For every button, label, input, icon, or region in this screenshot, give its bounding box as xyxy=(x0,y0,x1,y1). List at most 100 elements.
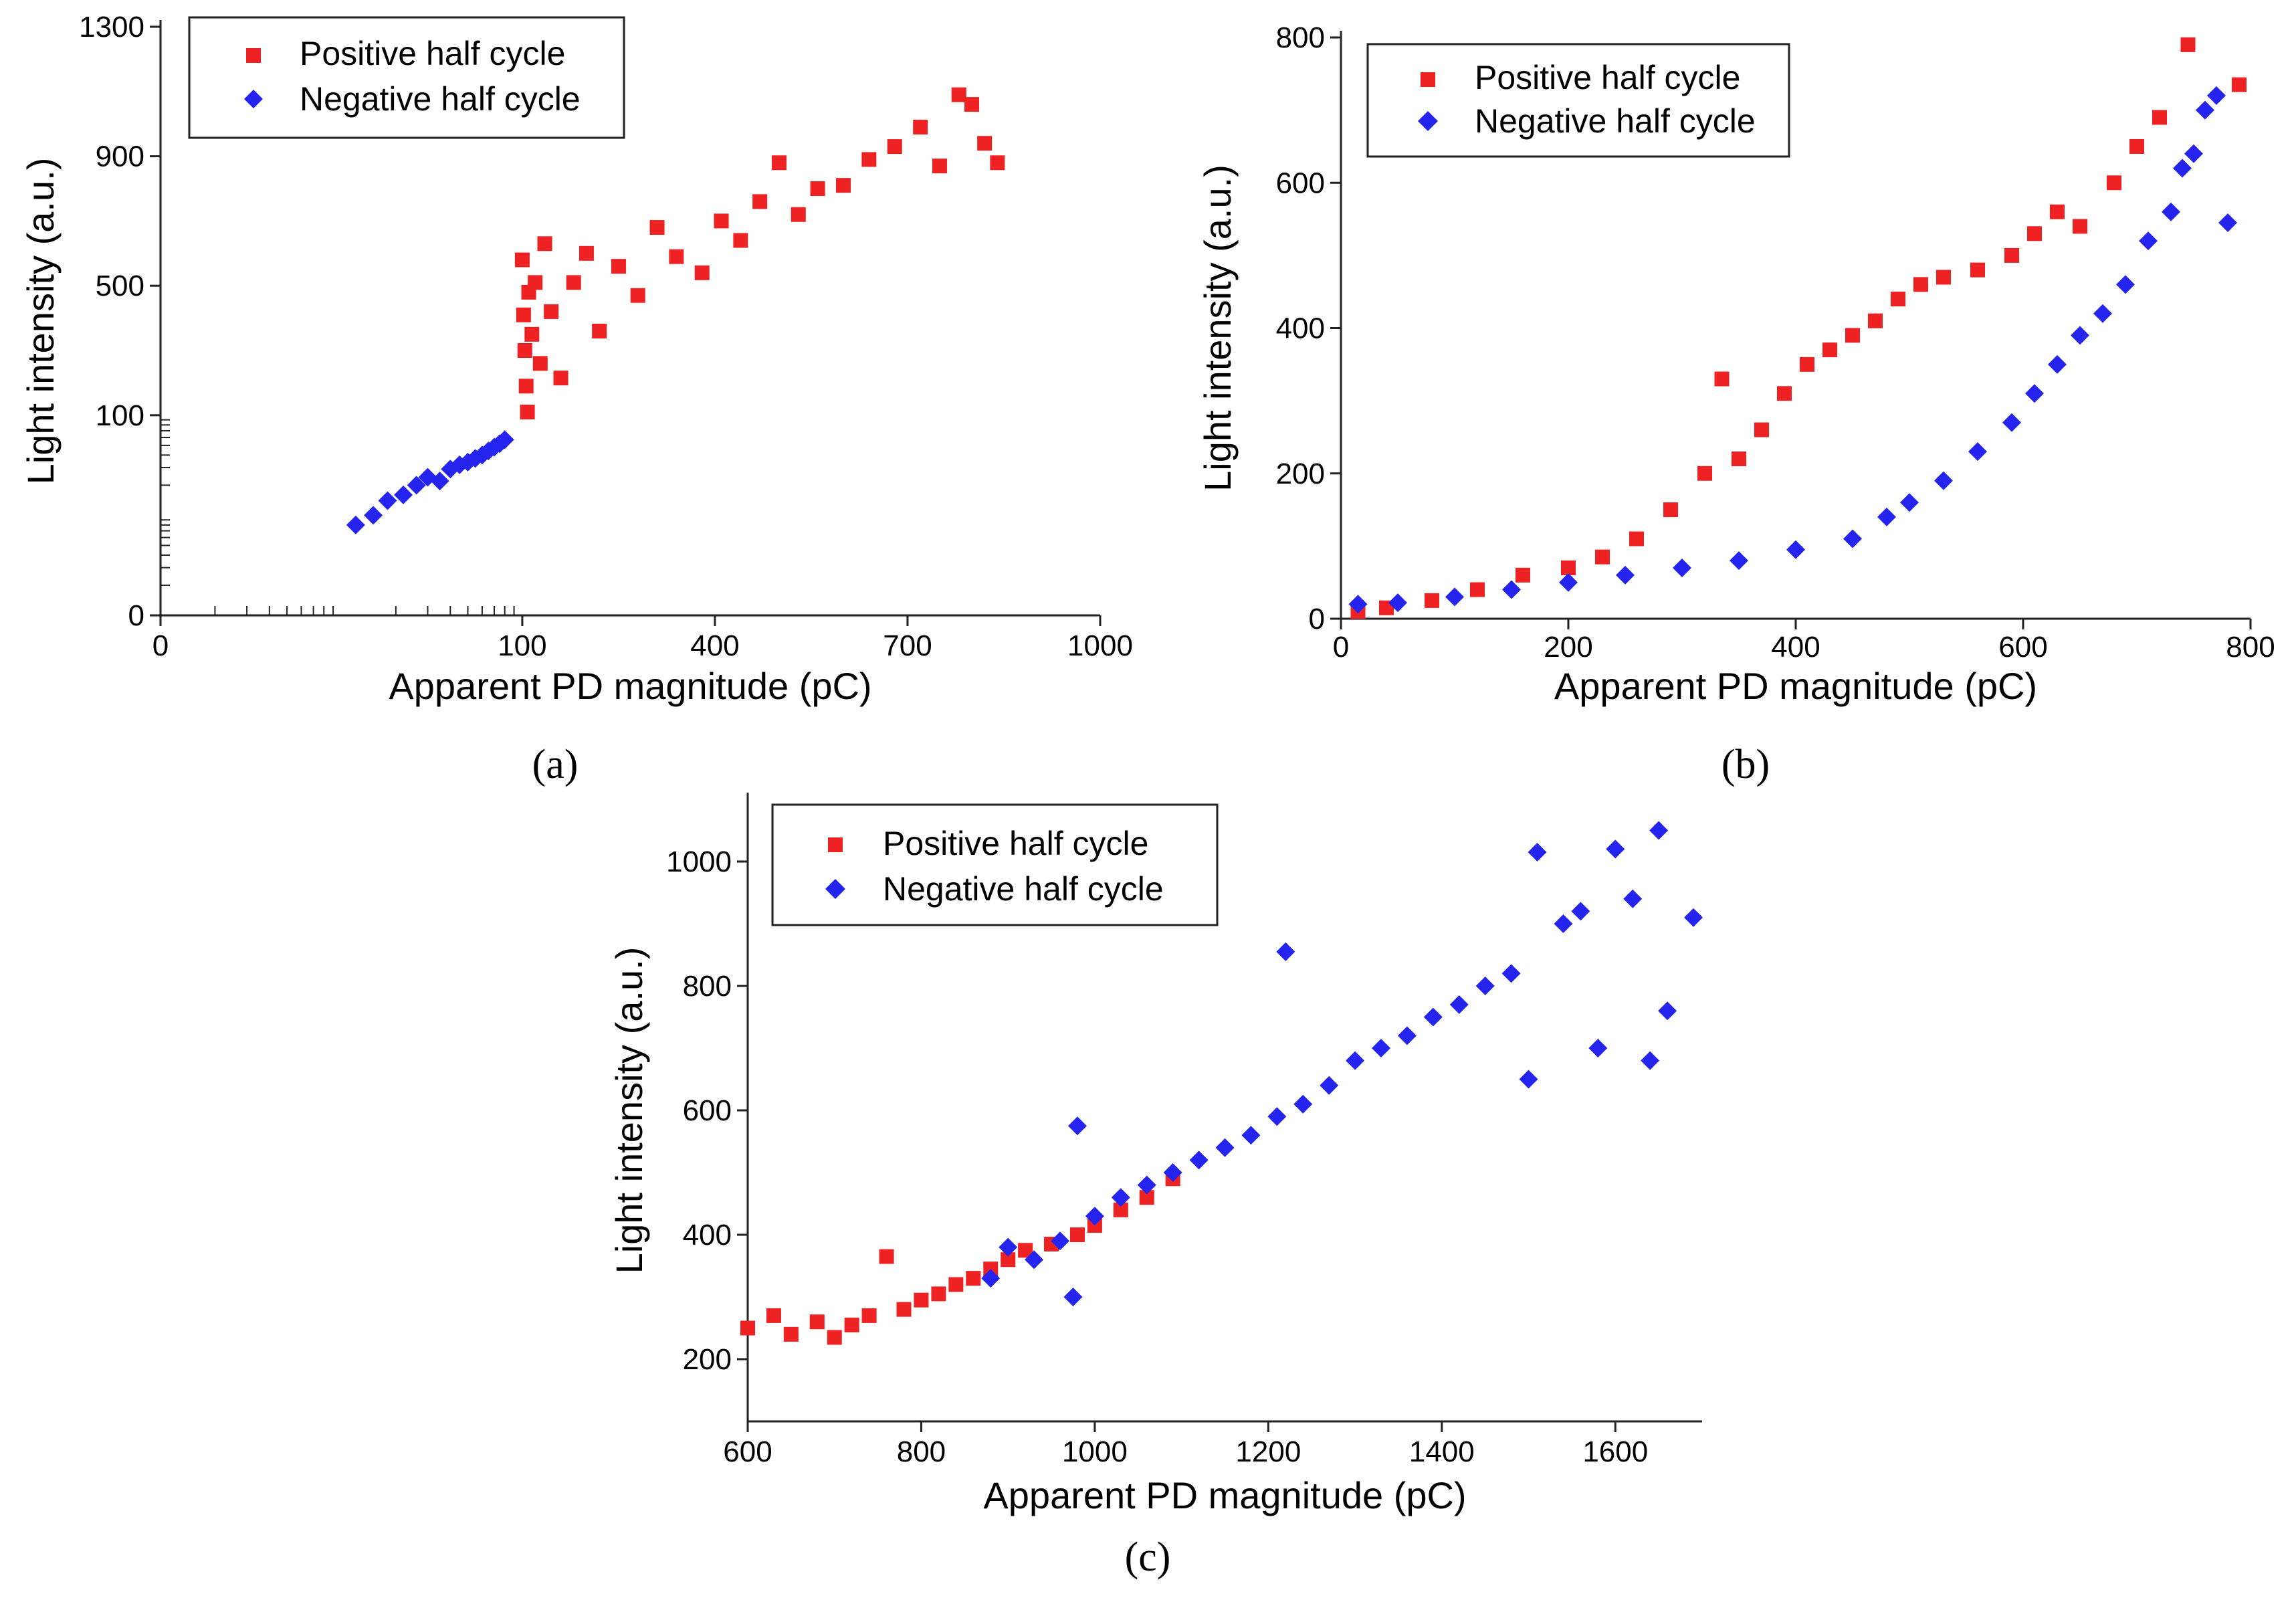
series-a-1 xyxy=(346,430,514,534)
point-c-1-10 xyxy=(1189,1150,1209,1170)
point-a-0-19 xyxy=(694,265,710,280)
point-c-1-12 xyxy=(1241,1126,1261,1145)
point-c-1-5 xyxy=(1067,1116,1087,1136)
point-c-1-4 xyxy=(1063,1288,1083,1306)
point-b-1-13 xyxy=(1968,442,1987,462)
legend-positive-label-b: Positive half cycle xyxy=(1475,59,1740,96)
point-c-0-11 xyxy=(948,1277,964,1292)
point-c-1-25 xyxy=(1528,843,1547,862)
point-c-1-18 xyxy=(1372,1039,1391,1058)
point-a-1-4 xyxy=(407,476,426,495)
point-b-1-17 xyxy=(2071,326,2089,345)
point-a-0-18 xyxy=(669,249,684,264)
point-c-0-14 xyxy=(1001,1252,1016,1268)
point-c-0-19 xyxy=(1113,1202,1128,1217)
y-tick-label-b-2: 400 xyxy=(1276,312,1325,345)
x-axis-label-c: Apparent PD magnitude (pC) xyxy=(983,1474,1466,1516)
point-b-1-20 xyxy=(2139,231,2158,251)
point-a-1-15 xyxy=(495,430,514,449)
point-c-1-33 xyxy=(1658,1001,1677,1021)
point-b-1-16 xyxy=(2048,355,2067,374)
x-tick-label-a-0: 0 xyxy=(152,629,169,662)
point-b-0-3 xyxy=(1470,582,1485,597)
x-tick-label-a-2: 400 xyxy=(690,629,739,662)
point-b-0-13 xyxy=(1777,386,1792,401)
point-c-0-6 xyxy=(861,1308,877,1323)
point-c-1-31 xyxy=(1641,1051,1660,1070)
point-b-0-25 xyxy=(2073,219,2087,234)
point-a-0-10 xyxy=(544,304,559,319)
point-b-0-11 xyxy=(1732,451,1746,467)
point-b-0-15 xyxy=(1822,342,1837,358)
point-b-0-23 xyxy=(2027,226,2042,241)
y-tick-label-a-0: 0 xyxy=(128,599,144,632)
point-b-0-27 xyxy=(2129,138,2144,154)
legend-positive-marker-a xyxy=(246,48,261,63)
legend-c: Positive half cycle Negative half cycle xyxy=(771,803,1219,926)
point-b-1-9 xyxy=(1843,529,1862,548)
point-b-0-19 xyxy=(1913,277,1928,292)
point-b-0-10 xyxy=(1714,371,1730,387)
legend-negative-marker-c xyxy=(825,879,845,899)
y-tick-label-a-2: 500 xyxy=(96,270,144,302)
legend-negative-label-b: Negative half cycle xyxy=(1475,102,1756,140)
series-c-0 xyxy=(740,1171,1180,1345)
point-b-0-24 xyxy=(2050,204,2065,219)
x-tick-label-c-2: 1000 xyxy=(1062,1435,1128,1468)
point-c-0-9 xyxy=(914,1292,929,1308)
legend-negative-marker-b xyxy=(1418,111,1438,131)
y-axis-label-c: Light intensity (a.u.) xyxy=(608,947,650,1274)
legend-positive-label-a: Positive half cycle xyxy=(300,35,565,72)
point-a-1-1 xyxy=(364,506,383,525)
point-a-0-28 xyxy=(887,139,902,155)
point-b-1-15 xyxy=(2025,384,2044,403)
y-tick-label-b-3: 600 xyxy=(1276,167,1325,199)
point-a-0-15 xyxy=(611,259,626,274)
series-b-1 xyxy=(1348,86,2237,614)
point-a-0-1 xyxy=(516,307,531,322)
x-tick-label-c-1: 800 xyxy=(897,1435,946,1468)
x-tick-label-a-4: 1000 xyxy=(1067,629,1133,662)
point-b-1-11 xyxy=(1900,493,1919,512)
point-a-0-13 xyxy=(579,245,594,261)
y-tick-label-c-3: 800 xyxy=(683,970,732,1003)
y-tick-label-b-0: 0 xyxy=(1309,603,1325,635)
point-c-1-0 xyxy=(981,1269,1001,1288)
point-a-0-21 xyxy=(733,233,748,248)
point-c-0-2 xyxy=(783,1326,799,1342)
point-c-1-26 xyxy=(1554,914,1573,933)
point-c-1-13 xyxy=(1267,1107,1287,1126)
chart-panel-b: Apparent PD magnitude (pC) Light intensit… xyxy=(1196,21,2275,787)
point-b-0-5 xyxy=(1561,560,1576,575)
x-tick-label-b-0: 0 xyxy=(1333,631,1349,664)
point-c-0-3 xyxy=(809,1314,825,1330)
point-c-0-8 xyxy=(896,1302,912,1317)
legend-negative-marker-a xyxy=(244,90,263,108)
point-a-0-17 xyxy=(649,220,665,235)
point-c-0-1 xyxy=(766,1308,781,1323)
point-b-1-4 xyxy=(1559,573,1578,592)
point-c-1-2 xyxy=(1025,1250,1044,1270)
point-c-1-6 xyxy=(1085,1207,1104,1226)
legend-a: Positive half cycle Negative half cycle xyxy=(188,16,625,139)
x-tick-label-c-3: 1200 xyxy=(1235,1435,1301,1468)
point-c-1-3 xyxy=(1051,1231,1070,1251)
point-b-1-22 xyxy=(2173,159,2192,178)
legend-negative-label-c: Negative half cycle xyxy=(883,870,1164,908)
plot-area-c: Apparent PD magnitude (pC) Light intensit… xyxy=(608,793,1703,1516)
point-b-0-30 xyxy=(2232,77,2247,92)
point-c-0-12 xyxy=(966,1271,981,1286)
point-c-1-20 xyxy=(1423,1007,1443,1027)
point-b-0-8 xyxy=(1663,502,1678,518)
point-a-0-2 xyxy=(517,343,532,358)
point-a-0-8 xyxy=(532,356,548,371)
y-tick-label-a-4: 1300 xyxy=(79,11,144,43)
point-a-1-3 xyxy=(394,485,413,504)
point-a-0-11 xyxy=(553,371,568,386)
point-a-0-33 xyxy=(977,136,993,151)
point-c-0-20 xyxy=(1139,1190,1154,1205)
point-b-0-16 xyxy=(1845,328,1860,343)
x-axis-label-b: Apparent PD magnitude (pC) xyxy=(1554,665,2037,707)
point-b-0-14 xyxy=(1800,357,1814,372)
point-a-0-7 xyxy=(528,275,543,290)
